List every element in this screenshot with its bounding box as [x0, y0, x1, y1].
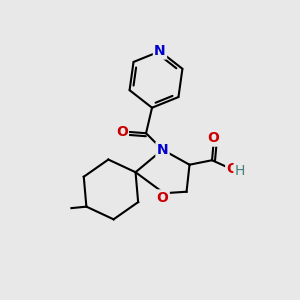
Text: H: H [235, 164, 245, 178]
Text: O: O [208, 131, 220, 145]
Text: O: O [116, 125, 128, 139]
Text: N: N [157, 143, 168, 157]
Text: O: O [226, 162, 238, 176]
Text: O: O [157, 191, 169, 205]
Text: N: N [154, 44, 166, 58]
